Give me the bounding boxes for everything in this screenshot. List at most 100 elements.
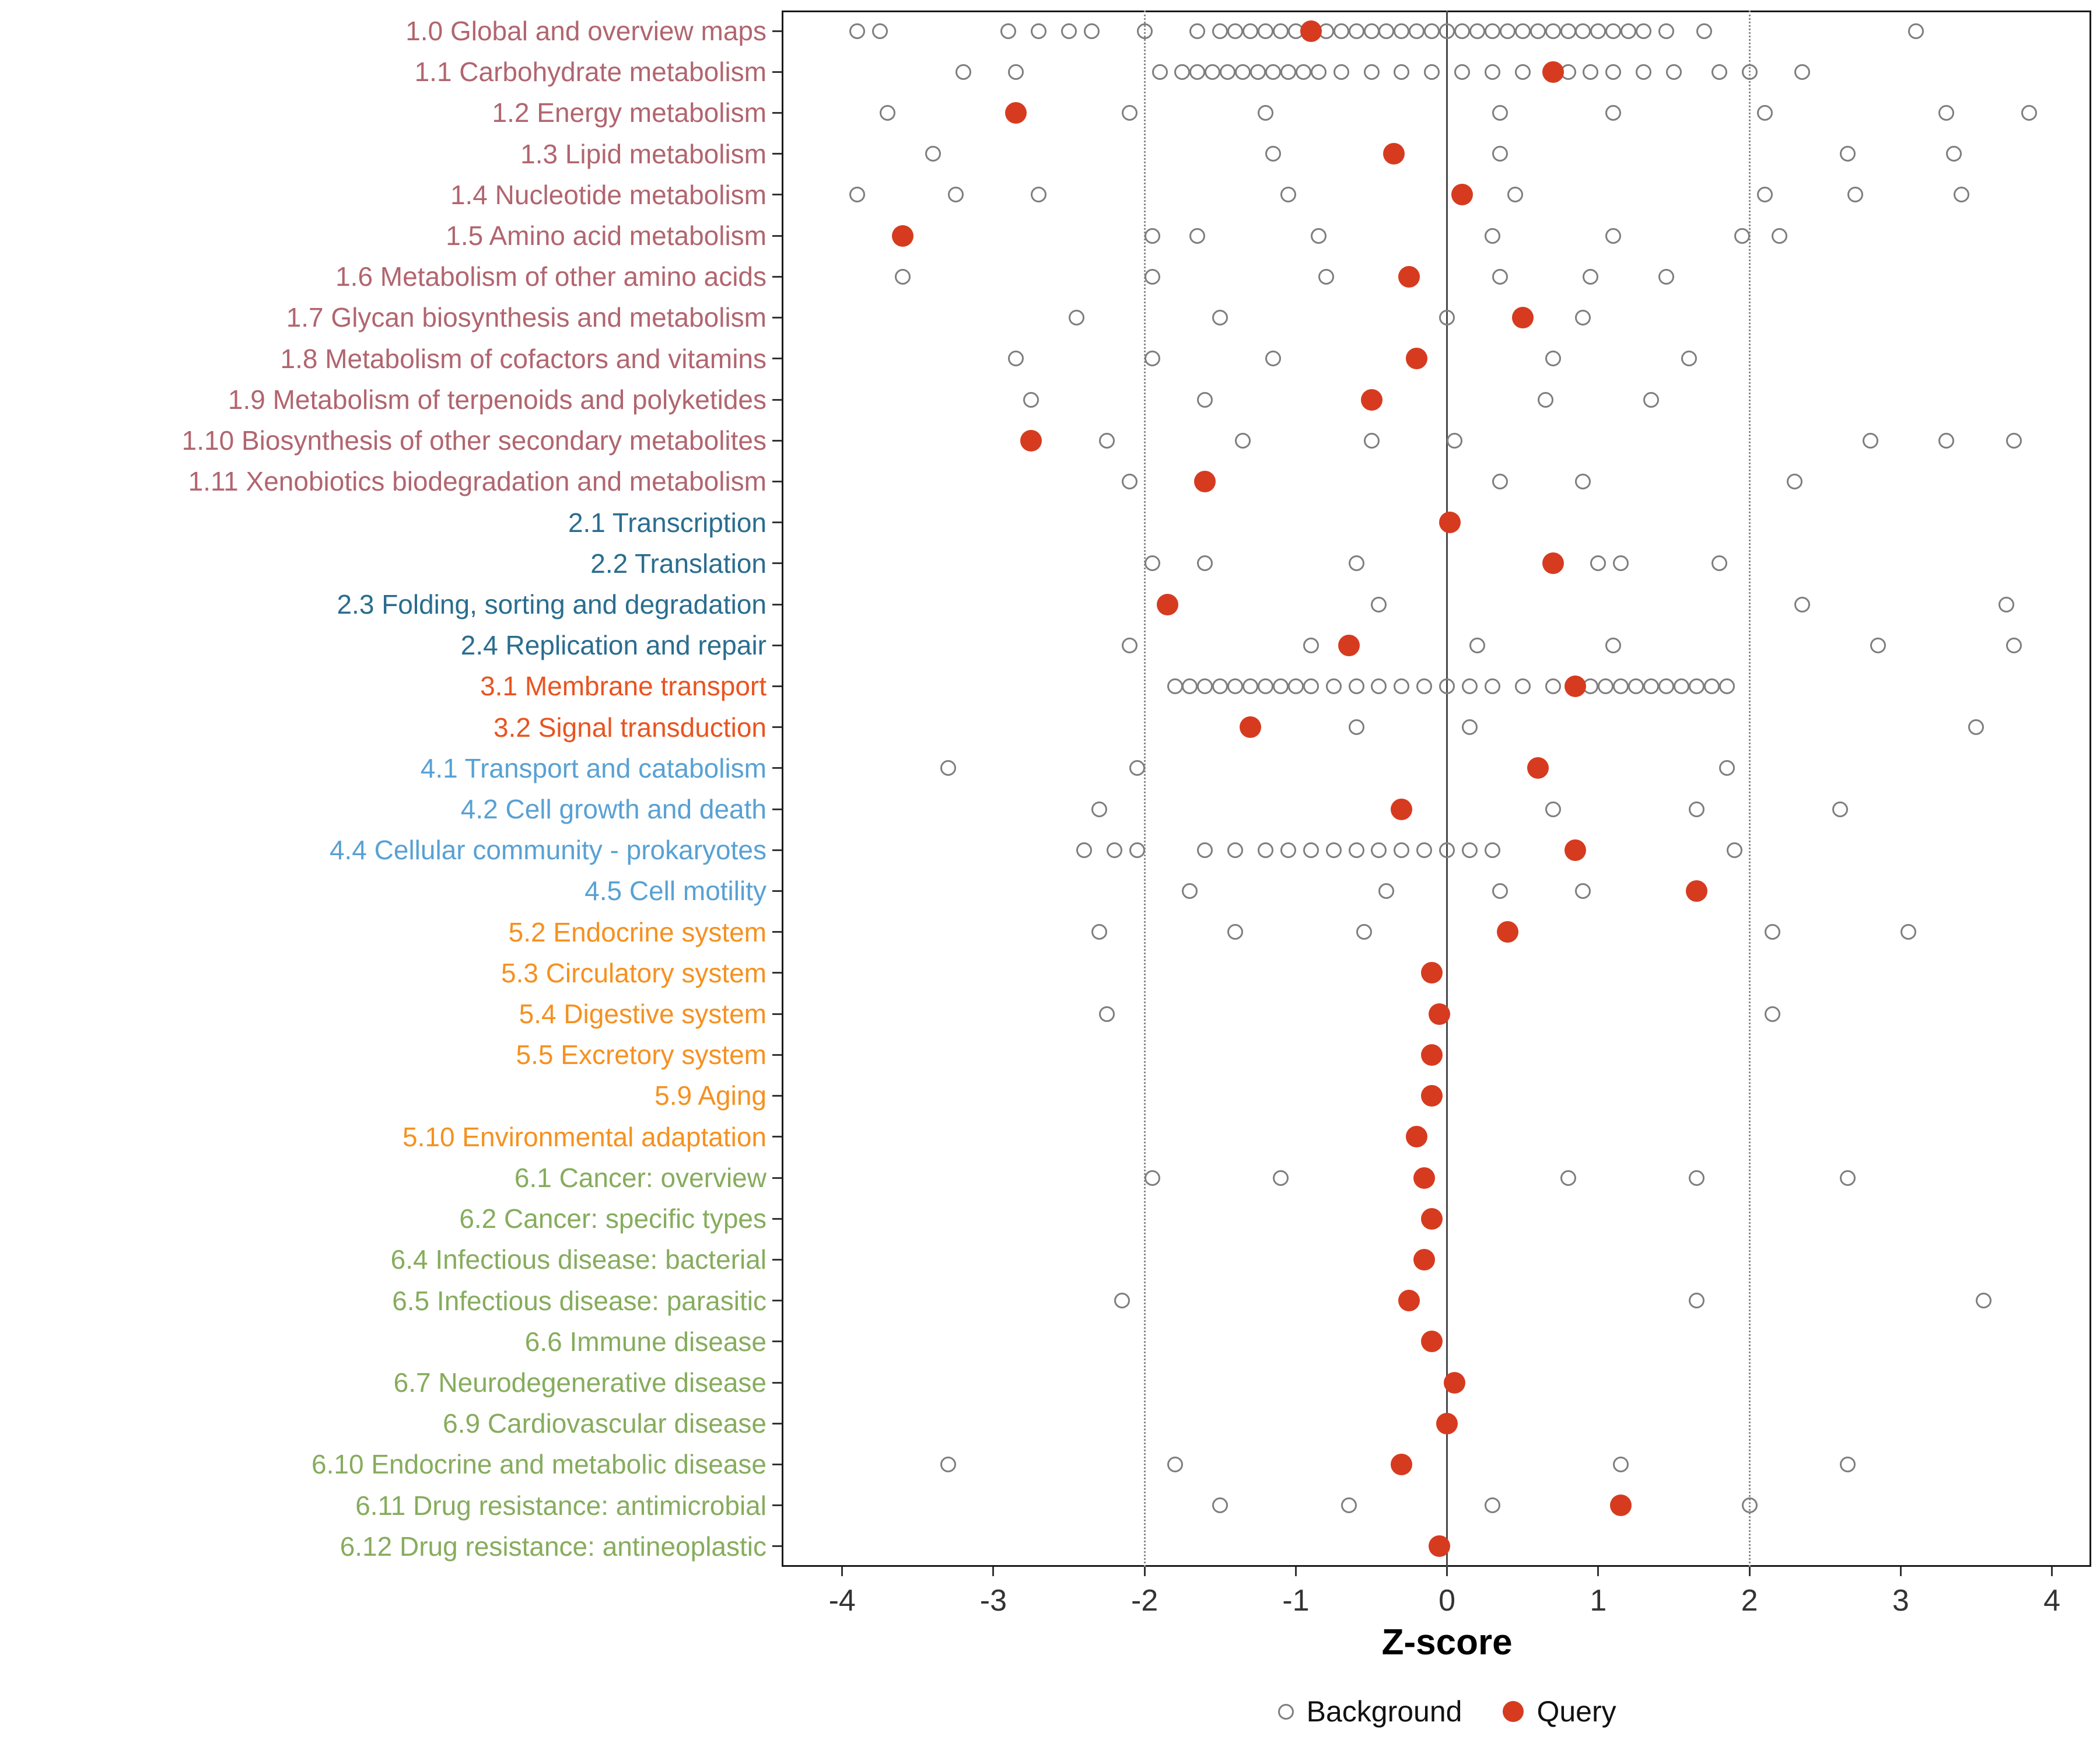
background-point (1900, 924, 1916, 940)
category-label: 1.2 Energy metabolism (492, 97, 766, 128)
background-point (1636, 23, 1652, 39)
x-tick-label: 0 (1438, 1584, 1456, 1618)
background-point (1688, 1293, 1704, 1309)
query-point (1300, 20, 1322, 42)
y-axis-tick (772, 726, 782, 729)
legend: Background Query (1097, 1695, 1797, 1728)
background-point (1590, 23, 1606, 39)
category-label: 5.2 Endocrine system (508, 916, 766, 947)
category-label: 1.7 Glycan biosynthesis and metabolism (286, 302, 766, 333)
background-point (1152, 64, 1168, 80)
category-label: 6.12 Drug resistance: antineoplastic (340, 1531, 766, 1562)
query-point (1005, 102, 1027, 124)
category-label: 6.11 Drug resistance: antimicrobial (355, 1490, 766, 1521)
background-point (1583, 268, 1599, 285)
background-point (1938, 432, 1954, 449)
x-tick-label: 4 (2043, 1584, 2061, 1618)
background-point (1447, 432, 1463, 449)
category-label: 2.1 Transcription (568, 507, 766, 538)
y-axis-tick (772, 931, 782, 933)
background-point (1840, 1456, 1856, 1472)
background-point (1870, 637, 1886, 653)
x-tick-label: -2 (1131, 1584, 1158, 1618)
query-point (1444, 1371, 1466, 1394)
background-point (1545, 678, 1561, 694)
background-point (1242, 23, 1259, 39)
background-point (1454, 64, 1471, 80)
x-tick-label: -4 (828, 1584, 856, 1618)
background-point (1348, 555, 1364, 572)
background-point (1560, 23, 1576, 39)
legend-query-label: Query (1536, 1695, 1616, 1728)
background-point (1613, 555, 1629, 572)
background-point (1598, 678, 1614, 694)
category-label: 3.2 Signal transduction (494, 712, 766, 743)
query-point (1020, 429, 1042, 452)
y-axis-tick (772, 890, 782, 892)
background-point (1121, 637, 1138, 653)
legend-item-background: Background (1278, 1695, 1462, 1728)
background-point (872, 23, 888, 39)
background-point (1605, 64, 1622, 80)
y-axis-tick (772, 808, 782, 810)
background-point (1348, 719, 1364, 736)
background-point (1394, 23, 1410, 39)
background-point (1688, 678, 1704, 694)
category-label: 5.10 Environmental adaptation (402, 1121, 766, 1152)
background-point (1439, 23, 1455, 39)
x-axis-tick (1143, 1567, 1146, 1576)
background-point (1484, 64, 1500, 80)
background-point (1741, 1497, 1758, 1514)
category-label: 1.0 Global and overview maps (405, 16, 766, 46)
background-point (1628, 678, 1644, 694)
background-point (2021, 105, 2038, 121)
background-point (1371, 842, 1387, 858)
y-axis-tick (772, 275, 782, 278)
background-point (1658, 678, 1675, 694)
category-label: 6.9 Cardiovascular disease (443, 1408, 766, 1439)
background-point (1711, 64, 1727, 80)
legend-item-query: Query (1503, 1695, 1616, 1728)
query-point (1421, 1044, 1443, 1066)
background-point (1205, 64, 1221, 80)
background-point (1310, 64, 1326, 80)
background-point (1348, 842, 1364, 858)
query-point (1527, 757, 1549, 779)
background-point (1189, 228, 1206, 244)
x-tick-label: -3 (979, 1584, 1007, 1618)
background-point (1235, 432, 1251, 449)
background-point (1378, 883, 1395, 900)
background-point (1280, 842, 1296, 858)
background-point (1613, 1456, 1629, 1472)
background-point (1144, 351, 1160, 367)
background-point (1454, 23, 1471, 39)
background-point (925, 146, 941, 162)
query-point (1421, 1331, 1443, 1353)
x-axis-tick (1446, 1567, 1448, 1576)
background-point (1424, 64, 1440, 80)
query-point (1338, 634, 1360, 656)
background-point (1114, 1293, 1130, 1309)
background-point (1144, 1170, 1160, 1186)
background-point (1098, 1006, 1115, 1022)
background-point (1416, 678, 1433, 694)
legend-background-label: Background (1306, 1695, 1462, 1728)
query-point (1429, 1535, 1451, 1558)
background-point (1726, 842, 1742, 858)
background-point (1121, 105, 1138, 121)
background-point (894, 268, 911, 285)
background-point (1258, 105, 1274, 121)
x-axis-tick (841, 1567, 844, 1576)
query-point (1542, 61, 1564, 83)
background-point (1560, 1170, 1576, 1186)
query-point (1685, 880, 1707, 902)
background-point (1069, 310, 1084, 326)
background-point (1227, 23, 1244, 39)
query-point (1194, 470, 1216, 492)
y-axis-tick (772, 153, 782, 155)
background-point (1394, 678, 1410, 694)
y-axis-tick (772, 71, 782, 73)
category-label: 6.1 Cancer: overview (514, 1162, 766, 1193)
background-point (1000, 23, 1017, 39)
query-point (891, 225, 914, 247)
